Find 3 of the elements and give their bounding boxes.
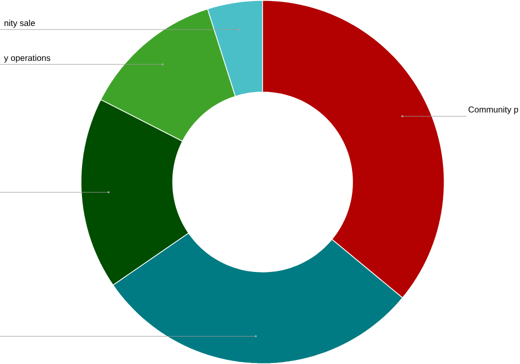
slice-label: y operations (4, 54, 50, 63)
slice-label: Community p (468, 106, 518, 114)
slice-label: nity sale (4, 20, 35, 28)
